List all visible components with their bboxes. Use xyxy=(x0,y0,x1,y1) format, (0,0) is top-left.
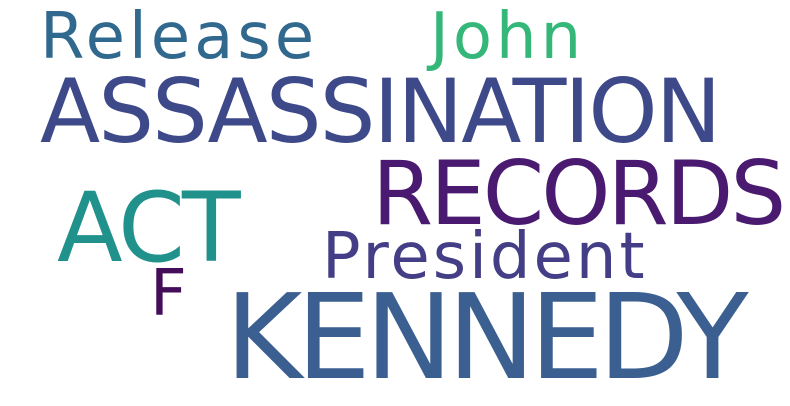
word-release: Release xyxy=(40,0,319,74)
word-records: RECORDS xyxy=(372,142,786,245)
word-assassination: ASSASSINATION xyxy=(40,60,721,163)
word-f: F xyxy=(150,257,187,331)
word-president: President xyxy=(322,220,648,294)
word-kennedy: KENNEDY xyxy=(225,268,749,406)
word-john: John xyxy=(430,0,586,74)
word-act: ACT xyxy=(57,172,241,284)
